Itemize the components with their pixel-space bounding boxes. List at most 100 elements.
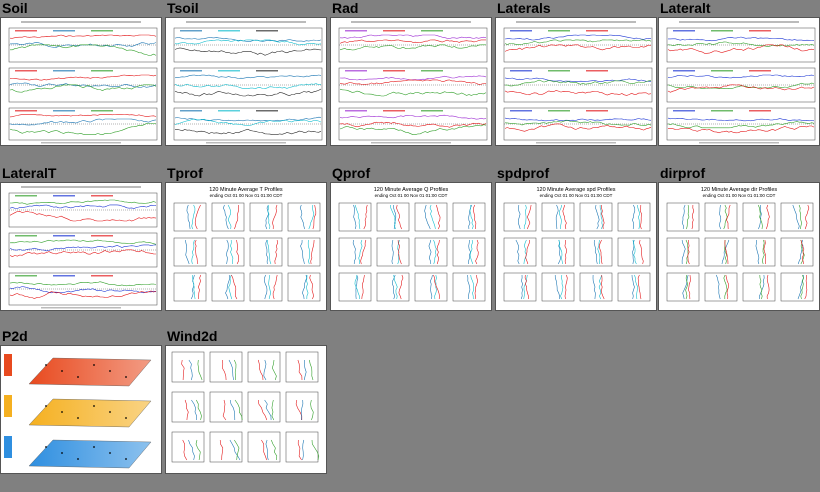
- legend-swatch: [91, 235, 113, 237]
- series-line: [667, 117, 815, 122]
- profile-panel: [452, 202, 486, 232]
- legend-swatch: [673, 30, 695, 32]
- wind-line: [184, 399, 189, 421]
- profile-line: [798, 204, 802, 230]
- profile-panel: [617, 202, 651, 232]
- wind-line: [182, 439, 188, 461]
- station-dot: [45, 364, 47, 366]
- plot-thumbnail[interactable]: [330, 17, 492, 146]
- profile-line: [600, 274, 605, 300]
- profile-panel: [414, 202, 448, 232]
- profile-line: [436, 239, 440, 265]
- tile-title[interactable]: Rad: [332, 0, 359, 16]
- profile-line: [525, 239, 530, 265]
- tile-title[interactable]: Lateralt: [660, 0, 711, 16]
- wind-line: [181, 359, 185, 381]
- plot-thumbnail[interactable]: [495, 17, 657, 146]
- tile-title[interactable]: LateralT: [2, 165, 57, 181]
- profile-panel: [541, 237, 575, 267]
- tile-title[interactable]: Tsoil: [167, 0, 199, 16]
- legend-swatch: [711, 110, 733, 112]
- wind-line: [265, 439, 269, 461]
- time-caption: [41, 142, 121, 144]
- wind-line: [258, 359, 264, 381]
- pressure-field: [28, 439, 152, 469]
- tile-title[interactable]: spdprof: [497, 165, 550, 181]
- profile-panel: [704, 272, 738, 302]
- legend-swatch: [218, 30, 240, 32]
- wind-panel: [247, 391, 281, 423]
- legend-swatch: [15, 235, 37, 237]
- plot-thumbnail[interactable]: [165, 345, 327, 474]
- wind-panel: [285, 351, 319, 383]
- series-line: [174, 47, 322, 56]
- profile-line: [682, 274, 689, 300]
- plot-thumbnail[interactable]: 120 Minute Average dir Profiles ending Oc…: [658, 182, 820, 311]
- time-caption: [371, 142, 451, 144]
- profile-line: [515, 239, 520, 265]
- tile-title[interactable]: Wind2d: [167, 328, 218, 344]
- series-line: [9, 210, 157, 222]
- plot-thumbnail[interactable]: 120 Minute Average T Profiles ending Oct …: [165, 182, 327, 311]
- plot-thumbnail[interactable]: [0, 182, 162, 311]
- profile-panel: [541, 272, 575, 302]
- profile-line: [299, 204, 305, 230]
- series-line: [504, 44, 652, 52]
- profile-panel: [173, 272, 207, 302]
- colorbar: [4, 395, 12, 417]
- wind-line: [229, 399, 236, 421]
- series-line: [9, 34, 157, 39]
- profile-line: [526, 204, 532, 230]
- tile-title[interactable]: P2d: [2, 328, 28, 344]
- colorbar: [4, 354, 12, 376]
- profile-line: [226, 239, 229, 265]
- plot-thumbnail[interactable]: [658, 17, 820, 146]
- tile-title[interactable]: Qprof: [332, 165, 371, 181]
- plot-thumbnail[interactable]: [165, 17, 327, 146]
- legend-swatch: [91, 30, 113, 32]
- profile-line: [766, 204, 770, 230]
- wind-line: [303, 360, 307, 381]
- profile-line: [564, 274, 568, 300]
- legend-swatch: [91, 275, 113, 277]
- profile-line: [190, 274, 195, 300]
- profile-line: [685, 274, 689, 300]
- wind-panel: [247, 351, 281, 383]
- tile-title[interactable]: dirprof: [660, 165, 706, 181]
- profile-panel: [338, 272, 372, 302]
- profile-line: [766, 274, 770, 300]
- profile-line: [469, 204, 474, 230]
- profile-line: [792, 204, 800, 230]
- plot-thumbnail[interactable]: [0, 345, 162, 474]
- profile-line: [725, 274, 729, 300]
- wind-panel: [171, 351, 205, 383]
- profile-line: [639, 239, 644, 265]
- plot-thumbnail[interactable]: 120 Minute Average Q Profiles ending Oct …: [330, 182, 492, 311]
- wind-line: [195, 439, 201, 461]
- profile-line: [308, 204, 315, 230]
- tile-title[interactable]: Laterals: [497, 0, 551, 16]
- profile-line: [560, 274, 564, 300]
- legend-swatch: [180, 110, 202, 112]
- tile-title[interactable]: Tprof: [167, 165, 203, 181]
- profile-line: [755, 239, 760, 265]
- profile-panel: [780, 272, 814, 302]
- series-line: [339, 39, 486, 44]
- profile-panel: [211, 202, 245, 232]
- station-dot: [45, 446, 47, 448]
- series-line: [667, 125, 815, 134]
- profile-line: [429, 204, 436, 230]
- tile-title[interactable]: Soil: [2, 0, 28, 16]
- legend-swatch: [180, 70, 202, 72]
- plot-thumbnail[interactable]: 120 Minute Average spd Profiles ending Oc…: [495, 182, 657, 311]
- legend-swatch: [548, 110, 570, 112]
- profile-line: [267, 240, 272, 265]
- profile-line: [721, 239, 730, 265]
- profile-line: [302, 274, 308, 300]
- plot-tile-lateralt: LateralT: [0, 165, 162, 311]
- plot-thumbnail[interactable]: [0, 17, 162, 146]
- profile-line: [524, 274, 529, 299]
- wind-line: [271, 399, 275, 421]
- legend-swatch: [53, 110, 75, 112]
